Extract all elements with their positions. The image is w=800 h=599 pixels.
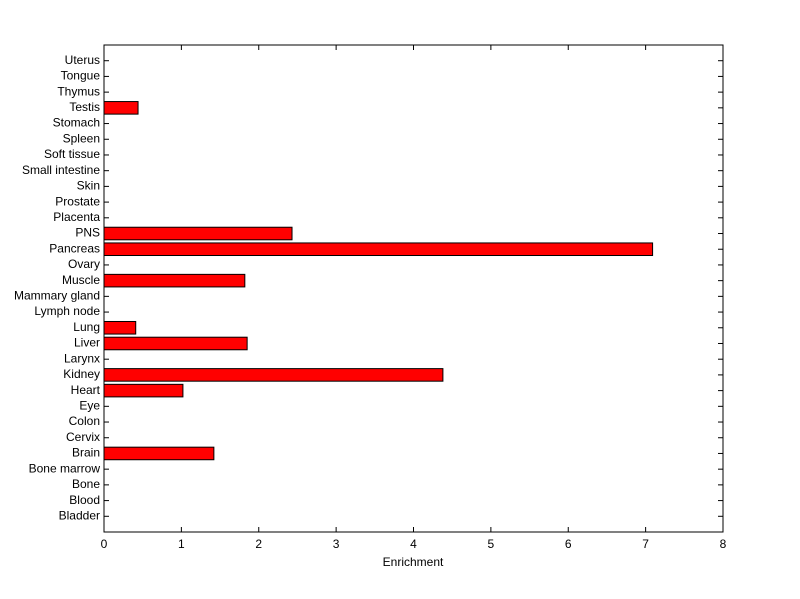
bar: [103, 242, 654, 257]
y-tick-label: Bone marrow: [29, 461, 101, 475]
y-tick-label: Bone: [72, 477, 100, 491]
x-tick-label: 4: [410, 537, 417, 551]
y-tick-label: Brain: [72, 446, 100, 460]
y-tick-label: PNS: [75, 226, 100, 240]
y-tick-label: Colon: [69, 414, 100, 428]
y-tick-label: Skin: [77, 179, 100, 193]
x-tick-label: 1: [178, 537, 185, 551]
y-tick-label: Testis: [69, 100, 100, 114]
y-tick-label: Mammary gland: [14, 289, 100, 303]
bar: [103, 273, 246, 288]
y-tick-label: Liver: [74, 336, 100, 350]
y-tick-label: Blood: [69, 493, 100, 507]
bar: [103, 320, 137, 335]
y-tick-label: Tongue: [61, 69, 101, 83]
y-tick-label: Uterus: [65, 53, 100, 67]
y-tick-label: Cervix: [66, 430, 100, 444]
y-tick-label: Ovary: [68, 257, 100, 271]
y-tick-label: Eye: [79, 398, 100, 412]
y-tick-label: Pancreas: [49, 241, 100, 255]
y-tick-label: Lung: [73, 320, 100, 334]
bar: [103, 383, 184, 398]
y-tick-label: Thymus: [57, 84, 100, 98]
x-axis-label: Enrichment: [383, 555, 444, 569]
y-tick-label: Lymph node: [34, 304, 100, 318]
x-tick-label: 3: [333, 537, 340, 551]
bar: [103, 336, 248, 351]
y-tick-label: Kidney: [63, 367, 100, 381]
y-tick-label: Soft tissue: [44, 147, 100, 161]
y-tick-label: Placenta: [53, 210, 100, 224]
bar: [103, 101, 139, 115]
y-tick-label: Stomach: [53, 116, 100, 130]
y-tick-label: Larynx: [64, 351, 100, 365]
y-tick-label: Prostate: [55, 194, 100, 208]
y-tick-label: Small intestine: [22, 163, 100, 177]
y-tick-label: Spleen: [63, 131, 100, 145]
x-tick-label: 8: [720, 537, 727, 551]
y-tick-label: Muscle: [62, 273, 100, 287]
x-tick-label: 6: [565, 537, 572, 551]
bar: [103, 226, 293, 241]
y-tick-label: Bladder: [59, 508, 100, 522]
x-tick-label: 5: [488, 537, 495, 551]
y-tick-label: Heart: [71, 383, 101, 397]
x-tick-label: 0: [101, 537, 108, 551]
x-tick-label: 7: [642, 537, 649, 551]
x-tick-label: 2: [255, 537, 262, 551]
bar: [103, 446, 215, 461]
bar: [103, 368, 444, 382]
